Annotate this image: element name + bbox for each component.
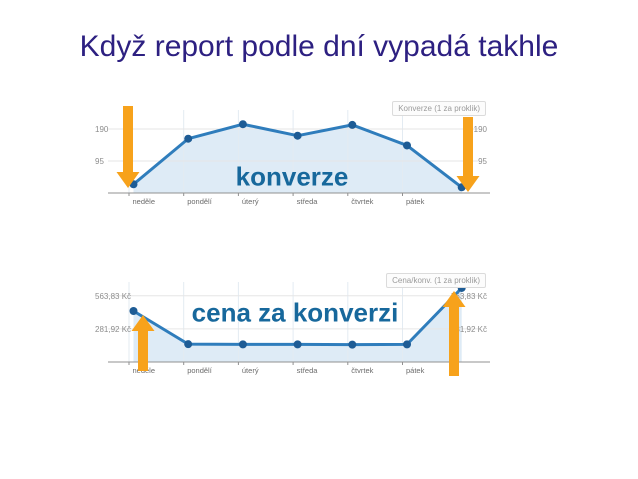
x-tick-label: čtvrtek [351, 366, 373, 375]
x-tick-label: úterý [242, 366, 259, 375]
data-point [184, 340, 193, 349]
data-point [238, 340, 247, 349]
data-point [348, 340, 357, 349]
data-point [348, 120, 357, 129]
chart-area [133, 124, 462, 193]
legend-box: Cena/konv. (1 za proklik) [386, 273, 486, 288]
y-tick-label: 190 [474, 125, 488, 134]
x-tick-label: pondělí [187, 197, 213, 206]
x-tick-label: pondělí [187, 366, 213, 375]
y-tick-label: 95 [95, 157, 104, 166]
data-point [129, 307, 138, 316]
x-tick-label: středa [297, 366, 319, 375]
annotation-konverze: konverze [235, 161, 349, 192]
y-tick-label: 190 [95, 125, 109, 134]
x-tick-label: neděle [133, 197, 156, 206]
y-tick-label: 281,92 Kč [95, 325, 131, 334]
data-point [238, 120, 247, 129]
x-tick-label: středa [297, 197, 319, 206]
annotation-cena-za-konverzi: cena za konverzi [191, 297, 399, 328]
arrow-down-icon [116, 106, 140, 188]
y-tick-label: 281,92 Kč [451, 325, 487, 334]
slide-title: Když report podle dní vypadá takhle [79, 30, 559, 63]
x-tick-label: pátek [406, 366, 425, 375]
x-tick-label: čtvrtek [351, 197, 373, 206]
conversions-chart: 95 95 190 190 neděle pondělí úterý středa čtvrte… [92, 96, 492, 210]
arrow-up-icon [442, 291, 466, 376]
data-point [293, 131, 302, 140]
y-tick-label: 95 [478, 157, 487, 166]
y-tick-label: 563,83 Kč [451, 292, 487, 301]
data-point [184, 134, 193, 143]
arrow-down-icon [456, 117, 480, 192]
data-point [403, 141, 411, 150]
data-point [293, 340, 302, 349]
data-point [403, 340, 411, 349]
x-tick-label: úterý [242, 197, 259, 206]
arrow-up-icon [131, 315, 155, 371]
legend-box: Konverze (1 za proklik) [392, 101, 486, 116]
conversions-chart-plot: 95 95 190 190 neděle pondělí úterý středa čtvrte… [95, 106, 490, 206]
x-tick-label: pátek [406, 197, 425, 206]
y-tick-label: 563,83 Kč [95, 292, 131, 301]
